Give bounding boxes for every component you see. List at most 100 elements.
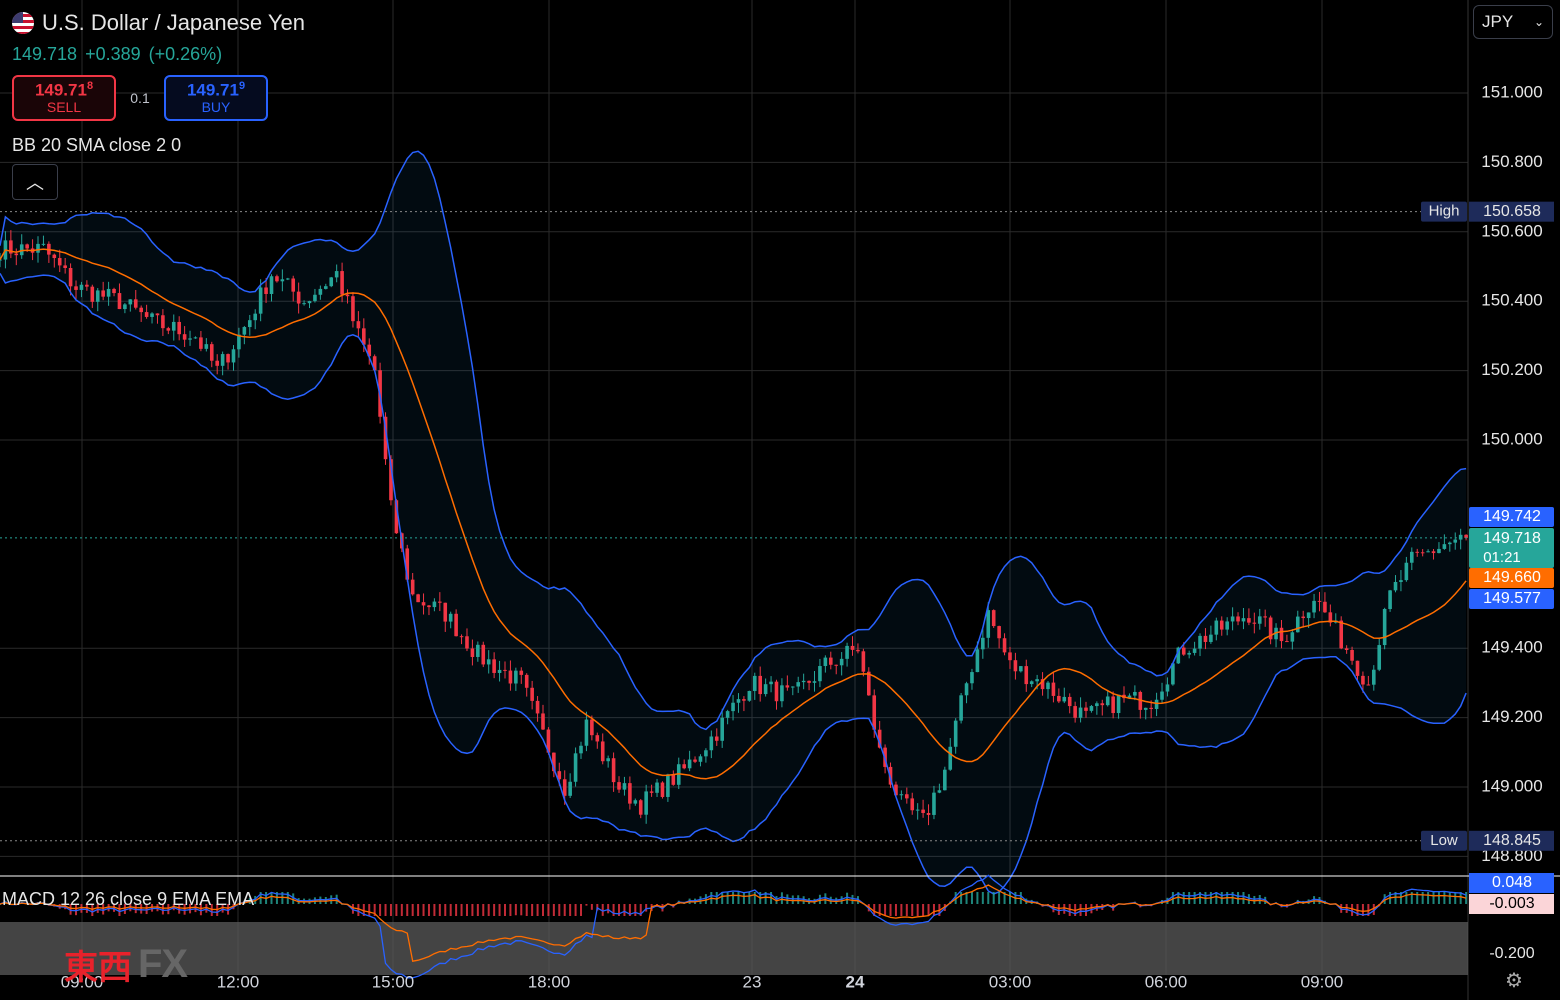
- bb-band-fill: [0, 151, 1467, 894]
- macd-histogram-bar: [1057, 904, 1060, 915]
- candle-body: [155, 313, 160, 316]
- macd-histogram-bar: [976, 892, 979, 904]
- macd-histogram-bar: [85, 904, 88, 913]
- x-tick-label: 06:00: [1145, 972, 1188, 991]
- candle-body: [329, 277, 334, 287]
- bar-countdown: 01:21: [1483, 549, 1521, 566]
- macd-histogram-bar: [542, 904, 544, 916]
- candle-body: [139, 307, 143, 313]
- spread-value: 0.1: [130, 90, 150, 106]
- y-tick-label: 149.000: [1481, 776, 1542, 795]
- x-tick-label: 09:00: [1301, 972, 1344, 991]
- candle-body: [1225, 621, 1229, 630]
- candle-body: [595, 735, 600, 742]
- macd-histogram-bar: [634, 904, 637, 916]
- macd-histogram-bar: [927, 904, 930, 916]
- macd-histogram-bar: [1437, 892, 1440, 904]
- sell-button[interactable]: 149.718 SELL: [12, 75, 116, 121]
- macd-histogram-bar: [797, 895, 800, 904]
- candle-body: [503, 669, 507, 671]
- candle-body: [9, 240, 13, 254]
- candle-body: [177, 321, 181, 335]
- candle-body: [1366, 684, 1371, 686]
- macd-histogram-bar: [704, 894, 707, 904]
- candle-body: [986, 610, 991, 638]
- macd-line: [0, 874, 1467, 979]
- macd-histogram-bar: [449, 904, 452, 916]
- candle-body: [36, 243, 40, 253]
- last-price-value: 149.718: [1483, 530, 1541, 547]
- candle-body: [850, 645, 855, 650]
- candle-body: [1171, 663, 1175, 685]
- candle-body: [291, 278, 296, 292]
- bollinger-indicator-label[interactable]: BB 20 SMA close 2 0: [12, 135, 182, 155]
- macd-histogram-bar: [960, 892, 963, 904]
- candle-body: [1317, 600, 1322, 602]
- macd-histogram-bar: [493, 904, 496, 916]
- price-tag-value: 149.742: [1483, 508, 1541, 525]
- candle-body: [905, 794, 909, 799]
- macd-histogram-bar: [618, 904, 621, 916]
- x-tick-label: 12:00: [217, 972, 260, 991]
- macd-indicator-label[interactable]: MACD 12 26 close 9 EMA EMA: [2, 889, 255, 909]
- buy-button[interactable]: 149.719 BUY: [164, 75, 268, 121]
- macd-histogram-bar: [1399, 892, 1402, 904]
- macd-histogram-bar: [992, 892, 995, 904]
- broker-logo: 東西 FX: [64, 940, 188, 989]
- macd-signal-line: [0, 884, 1467, 962]
- macd-tag-bg: [1469, 873, 1554, 893]
- candle-body: [1301, 616, 1305, 619]
- x-tick-label: 24: [846, 972, 865, 991]
- macd-histogram-bar: [417, 904, 420, 916]
- candle-body: [68, 268, 73, 287]
- macd-histogram-bar: [905, 904, 908, 916]
- gear-icon[interactable]: ⚙: [1505, 970, 1523, 992]
- candle-body: [188, 338, 192, 340]
- currency-select[interactable]: JPY ⌄: [1473, 5, 1553, 39]
- macd-histogram-bar: [1063, 904, 1066, 914]
- macd-histogram-bar: [319, 896, 322, 904]
- high-tag-bg: [1421, 201, 1467, 222]
- candle-body: [1426, 551, 1430, 553]
- macd-histogram-bar: [536, 904, 539, 916]
- candle-body: [736, 699, 741, 703]
- candle-body: [552, 752, 556, 772]
- collapse-indicators-button[interactable]: ︿: [12, 164, 58, 200]
- candle-body: [975, 649, 980, 673]
- candle-body: [242, 327, 247, 335]
- candle-body: [1448, 542, 1452, 545]
- macd-histogram-bar: [96, 904, 99, 913]
- macd-histogram-bar: [487, 904, 490, 916]
- candle-body: [112, 288, 116, 294]
- candle-body: [0, 259, 2, 261]
- candle-body: [790, 686, 795, 688]
- macd-histogram-bar: [1416, 892, 1419, 904]
- macd-histogram-bar: [748, 892, 751, 904]
- macd-histogram-bar: [400, 904, 403, 916]
- candle-body: [720, 717, 724, 741]
- candle-body: [324, 286, 328, 289]
- candle-body: [1100, 703, 1105, 706]
- candle-body: [427, 605, 431, 608]
- macd-histogram-bar: [69, 904, 72, 915]
- macd-histogram-bar: [384, 904, 387, 916]
- candle-body: [867, 671, 871, 696]
- macd-histogram-bar: [846, 892, 849, 904]
- candle-body: [356, 321, 361, 329]
- candle-body: [823, 657, 828, 667]
- buy-label: BUY: [201, 98, 231, 115]
- macd-histogram-bar: [183, 904, 186, 915]
- candle-body: [1176, 647, 1181, 664]
- macd-histogram-bar: [455, 904, 458, 916]
- candle-body: [1339, 620, 1344, 649]
- candle-body: [269, 276, 274, 294]
- candle-body: [1051, 682, 1056, 696]
- candle-body: [1203, 635, 1208, 642]
- macd-histogram-bar: [742, 892, 745, 904]
- macd-histogram-bar: [465, 904, 468, 916]
- macd-histogram-bar: [580, 904, 583, 916]
- candle-body: [1350, 650, 1354, 661]
- candle-body: [1214, 620, 1219, 635]
- macd-histogram-bar: [824, 893, 827, 904]
